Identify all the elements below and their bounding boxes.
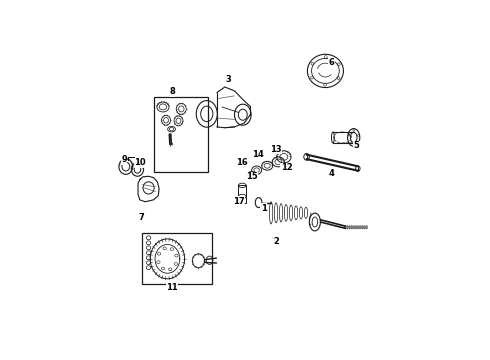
Text: 16: 16 — [236, 158, 248, 167]
Text: 10: 10 — [134, 158, 146, 167]
Bar — [238, 185, 246, 203]
Text: 7: 7 — [139, 213, 145, 222]
Bar — [143, 233, 212, 284]
Text: 4: 4 — [329, 169, 335, 178]
Text: 14: 14 — [252, 150, 264, 158]
Text: 15: 15 — [246, 172, 258, 181]
Text: 5: 5 — [353, 141, 359, 150]
Text: 9: 9 — [122, 155, 127, 164]
Text: 17: 17 — [233, 197, 245, 206]
Text: 13: 13 — [270, 145, 282, 154]
Text: 8: 8 — [169, 87, 175, 96]
Text: 2: 2 — [273, 237, 279, 246]
Text: 1: 1 — [261, 204, 267, 213]
Text: 12: 12 — [281, 163, 293, 172]
Text: 6: 6 — [329, 58, 335, 67]
Text: 3: 3 — [225, 75, 231, 84]
Bar — [153, 97, 208, 172]
Text: 11: 11 — [166, 283, 178, 292]
